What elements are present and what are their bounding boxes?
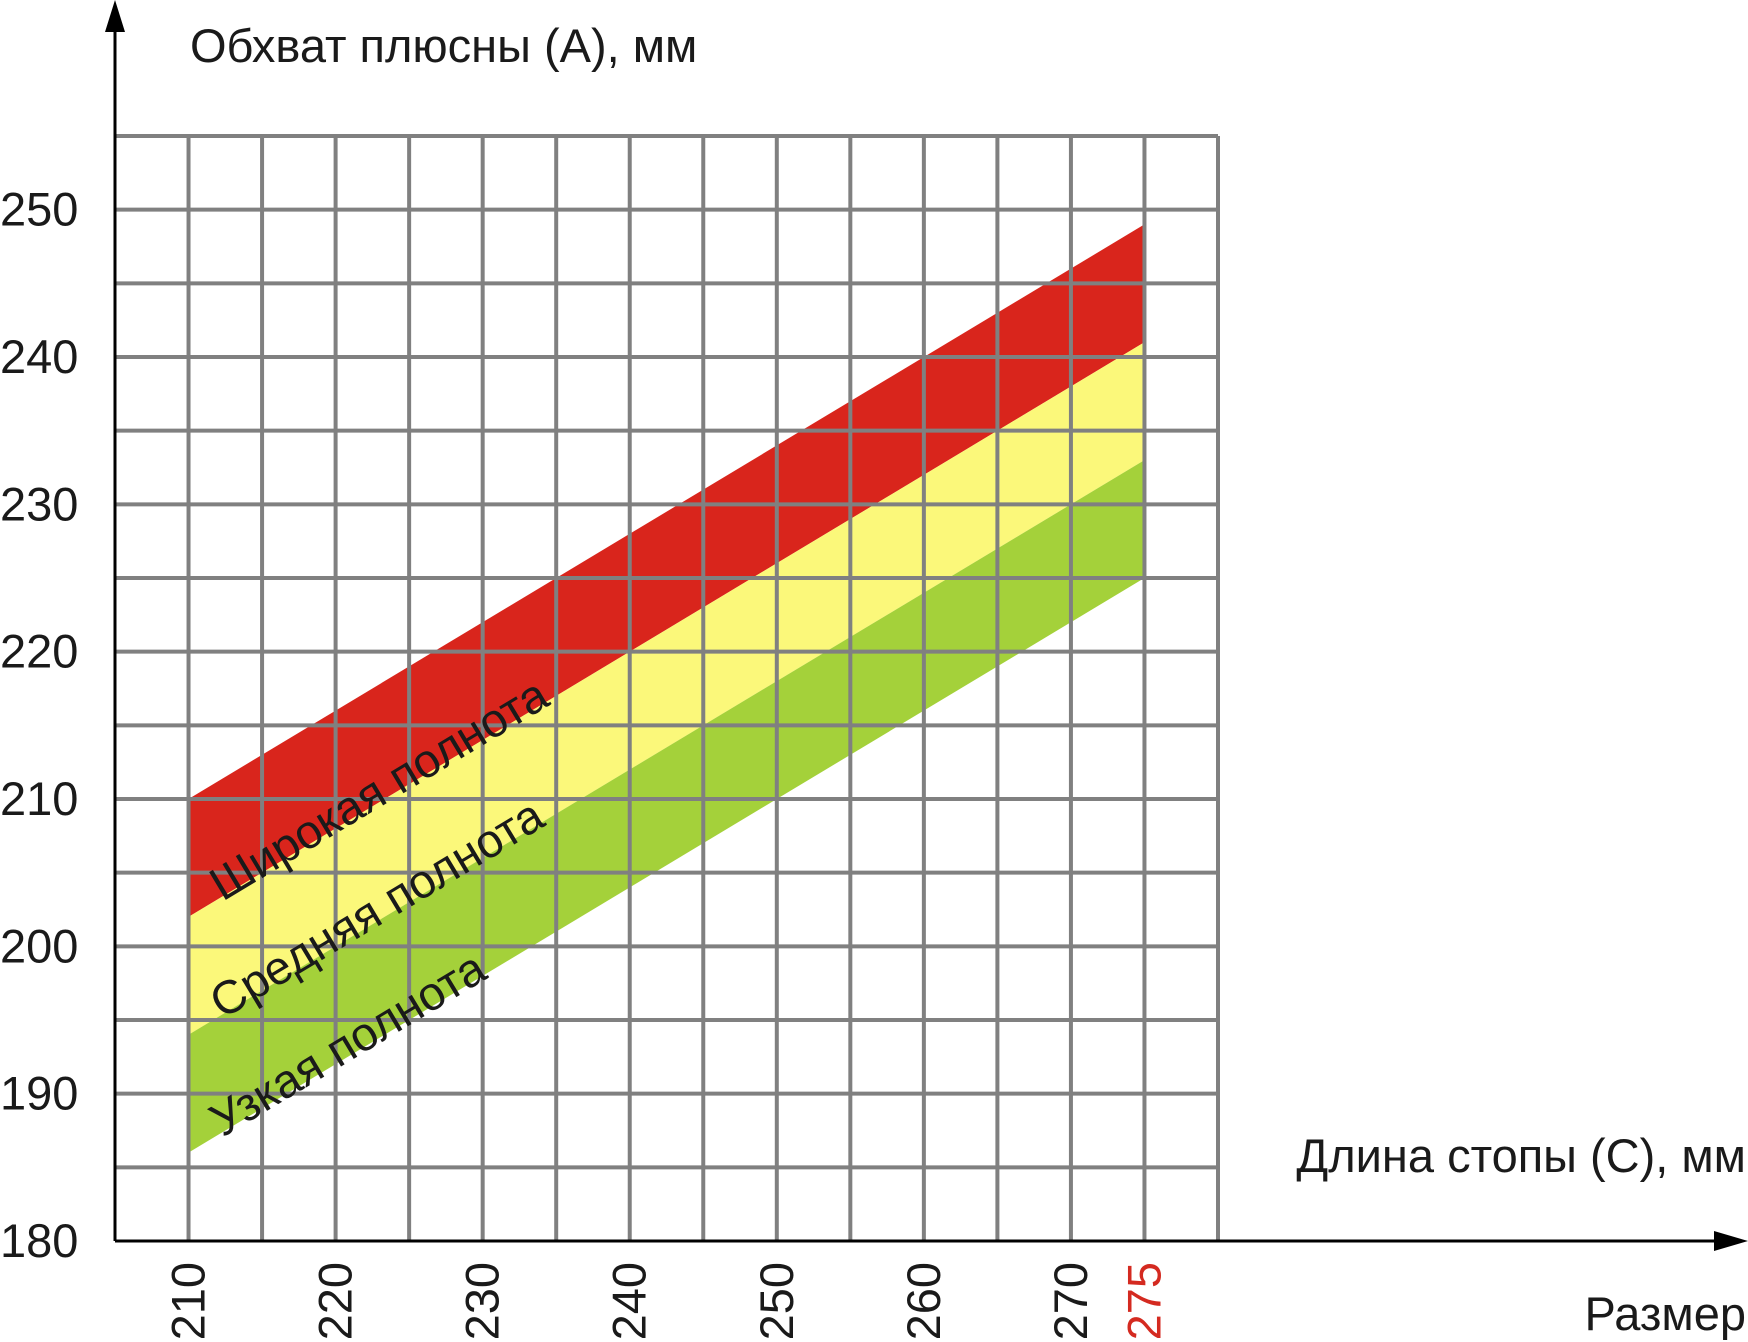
y-tick-label: 210 [0,772,78,825]
y-tick-label: 200 [0,919,78,972]
y-tick-label: 190 [0,1067,78,1120]
y-tick-label: 230 [0,477,78,530]
x-tick-label: 230 [456,1262,509,1340]
x-axis-sublabel: Размер [1584,1287,1746,1340]
x-tick-label: 240 [603,1262,656,1340]
x-tick-label: 210 [162,1262,215,1340]
band-area [188,224,1145,917]
x-tick-label: 275 [1117,1262,1170,1340]
y-axis-label: Обхват плюсны (А), мм [190,19,697,72]
y-tick-label: 180 [0,1214,78,1267]
y-tick-label: 250 [0,183,78,236]
x-axis-label: Длина стопы (С), мм [1296,1129,1746,1182]
y-tick-label: 240 [0,330,78,383]
x-tick-label: 250 [750,1262,803,1340]
x-tick-label: 220 [309,1262,362,1340]
x-axis-arrow [1714,1231,1748,1251]
x-tick-label: 260 [897,1262,950,1340]
y-axis-arrow [105,0,125,32]
band-area [188,342,1145,1035]
x-tick-label: 270 [1044,1262,1097,1340]
y-tick-label: 220 [0,625,78,678]
band-area [188,460,1145,1153]
